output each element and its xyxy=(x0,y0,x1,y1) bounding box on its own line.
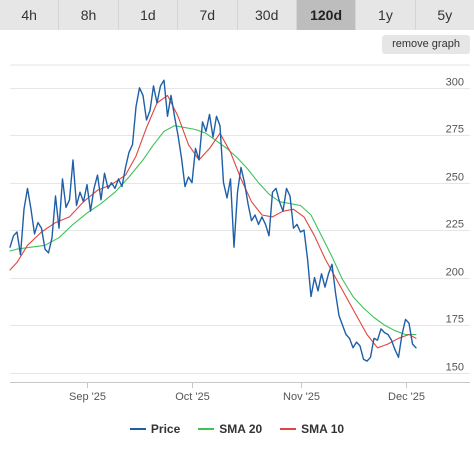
legend-label-sma-10: SMA 10 xyxy=(301,422,345,436)
y-tick-label: 250 xyxy=(446,172,464,184)
y-tick-label: 300 xyxy=(446,77,464,89)
legend-item-price[interactable]: Price xyxy=(129,422,181,436)
tab-1y[interactable]: 1y xyxy=(356,0,416,30)
remove-graph-button[interactable]: remove graph xyxy=(382,35,470,54)
tab-7d[interactable]: 7d xyxy=(178,0,238,30)
y-tick-label: 225 xyxy=(446,219,464,231)
legend-swatch-sma-10 xyxy=(280,428,297,430)
tab-30d[interactable]: 30d xyxy=(237,0,297,30)
x-tick-label: Oct '25 xyxy=(175,391,210,403)
legend-swatch-price xyxy=(129,428,146,430)
series-line-sma-10 xyxy=(9,94,417,349)
y-tick-label: 200 xyxy=(446,267,464,279)
tab-4h[interactable]: 4h xyxy=(0,0,60,30)
tab-1d[interactable]: 1d xyxy=(118,0,179,30)
x-tick-label: Nov '25 xyxy=(283,391,320,403)
chart-axes: 150 175 200 225 250 275 300 Sep '25 Oct '25 Nov '… xyxy=(10,77,470,403)
series-line-sma-20 xyxy=(9,125,417,336)
y-tick-label: 150 xyxy=(446,362,464,374)
series-line-price xyxy=(9,79,417,362)
y-tick-label: 275 xyxy=(446,124,464,136)
legend-item-sma-20[interactable]: SMA 20 xyxy=(198,422,262,436)
tab-8h[interactable]: 8h xyxy=(59,0,119,30)
tab-120d[interactable]: 120d xyxy=(296,0,357,30)
tab-5y[interactable]: 5y xyxy=(415,0,474,30)
legend-item-sma-10[interactable]: SMA 10 xyxy=(280,422,344,436)
x-tick-label: Sep '25 xyxy=(69,391,106,403)
chart-series xyxy=(9,79,417,362)
legend-label-sma-20: SMA 20 xyxy=(219,422,263,436)
legend-label-price: Price xyxy=(150,422,181,436)
y-tick-label: 175 xyxy=(446,314,464,326)
x-tick-label: Dec '25 xyxy=(388,391,425,403)
chart-legend: Price SMA 20 SMA 10 xyxy=(0,420,474,438)
chart-grid xyxy=(10,64,470,374)
timeframe-tabs: 4h 8h 1d 7d 30d 120d 1y 5y xyxy=(0,0,474,30)
legend-swatch-sma-20 xyxy=(198,428,215,430)
